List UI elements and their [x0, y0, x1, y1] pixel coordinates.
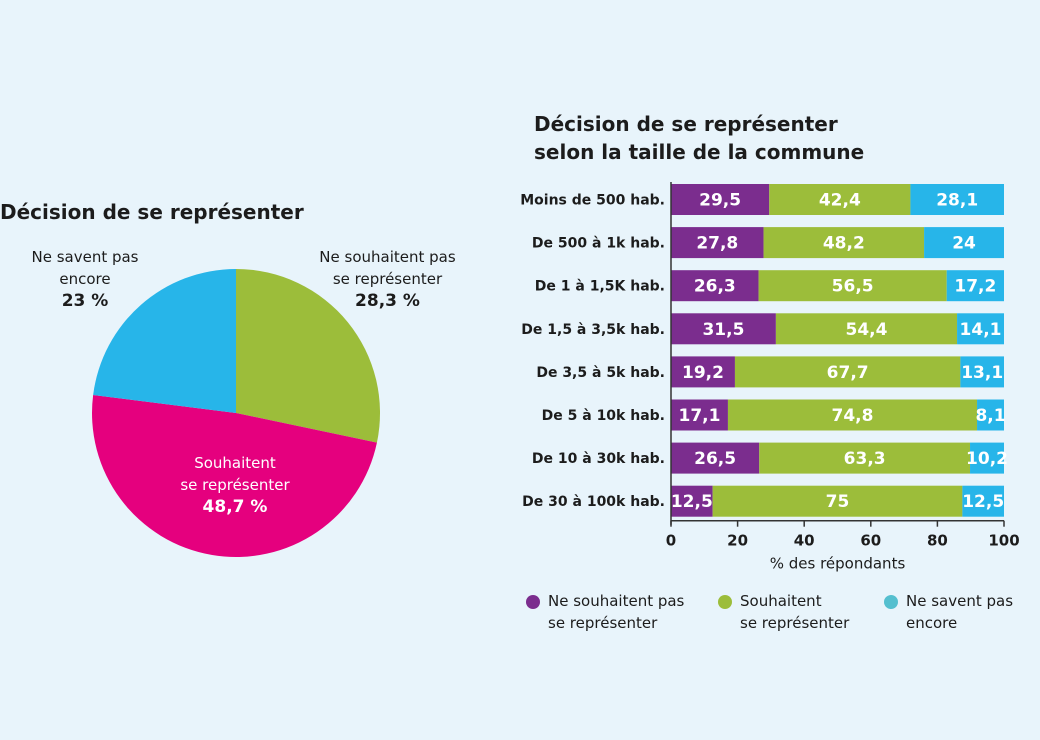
pie-slice-running: [92, 394, 377, 557]
bar-segment-unsure: [946, 270, 1004, 302]
bar-chart-title: Décision de se représenter selon la tail…: [534, 110, 864, 166]
legend-label-running-line-2: se représenter: [740, 614, 850, 632]
bar-segment-unsure: [977, 399, 1004, 431]
x-tick-label: 0: [666, 532, 676, 550]
data-label-running: 75: [826, 492, 850, 512]
bar-segment-not-running: [671, 442, 760, 474]
data-label-not-running: 31,5: [702, 320, 744, 340]
legend-label-unsure-line-1: Ne savent pas: [906, 592, 1014, 610]
bar-segment-running: [734, 356, 961, 388]
pie-label-unsure: Ne savent pas encore 23 %: [10, 246, 160, 312]
bar-segment-unsure: [970, 442, 1004, 474]
data-label-running: 63,3: [844, 449, 886, 469]
data-label-not-running: 17,1: [678, 406, 720, 426]
data-label-unsure: 14,1: [960, 320, 1002, 340]
category-label: De 30 à 100k hab.: [522, 494, 665, 510]
data-label-unsure: 28,1: [936, 191, 978, 211]
bar-segment-unsure: [924, 227, 1004, 259]
data-label-running: 56,5: [832, 277, 874, 297]
legend-label-unsure: Ne savent pas encore: [906, 590, 1040, 634]
bar-segment-running: [769, 184, 911, 215]
pie-slice-unsure: [93, 269, 236, 413]
x-tick-label: 80: [927, 532, 948, 550]
category-label: De 1 à 1,5K hab.: [535, 279, 665, 295]
legend-label-unsure-line-2: encore: [906, 614, 958, 632]
pie-label-running-percent: 48,7 %: [202, 497, 268, 517]
bar-segment-not-running: [671, 270, 759, 302]
pie-label-unsure-percent: 23 %: [61, 291, 109, 311]
bar-segment-running: [712, 485, 963, 517]
x-axis-title: % des répondants: [770, 555, 906, 573]
category-label: De 5 à 10k hab.: [542, 408, 665, 424]
data-label-unsure: 10,2: [966, 449, 1008, 469]
legend-label-not-running-line-1: Ne souhaitent pas: [548, 592, 685, 610]
bar-segment-running: [759, 442, 971, 474]
category-label: Moins de 500 hab.: [520, 193, 665, 209]
pie-chart-title: Décision de se représenter: [0, 200, 304, 224]
data-label-not-running: 12,5: [671, 492, 713, 512]
bar-segment-not-running: [671, 485, 713, 517]
pie-label-unsure-line-1: Ne savent pas: [31, 248, 139, 266]
x-tick-label: 20: [727, 532, 748, 550]
data-label-running: 42,4: [819, 191, 861, 211]
bar-segment-not-running: [671, 313, 776, 345]
pie-slice-not-running: [236, 269, 381, 443]
data-label-running: 74,8: [832, 406, 874, 426]
x-tick-label: 40: [794, 532, 815, 550]
bar-segment-running: [758, 270, 947, 302]
pie-label-running-line-1: Souhaitent: [194, 454, 276, 472]
data-label-unsure: 17,2: [954, 277, 996, 297]
category-label: De 500 à 1k hab.: [532, 236, 665, 252]
bar-segment-not-running: [671, 227, 764, 259]
bar-segment-running: [775, 313, 958, 345]
x-tick-label: 100: [988, 532, 1019, 550]
bar-segment-not-running: [671, 399, 728, 431]
legend-label-not-running: Ne souhaitent pas se représenter: [548, 590, 708, 634]
data-label-running: 67,7: [827, 363, 869, 383]
bar-chart-title-line-2: selon la taille de la commune: [534, 140, 865, 164]
pie-label-not-running-line-2: se représenter: [332, 270, 443, 288]
bar-chart-title-line-1: Décision de se représenter: [534, 112, 838, 136]
pie-label-not-running: Ne souhaitent pas se représenter 28,3 %: [300, 246, 475, 312]
pie-label-unsure-line-2: encore: [59, 270, 111, 288]
bar-segment-running: [763, 227, 925, 259]
legend-label-not-running-line-2: se représenter: [548, 614, 658, 632]
category-label: De 10 à 30k hab.: [532, 451, 665, 467]
data-label-unsure: 13,1: [961, 363, 1003, 383]
data-label-unsure: 12,5: [962, 492, 1004, 512]
data-label-not-running: 26,5: [694, 449, 736, 469]
legend-label-running-line-1: Souhaitent: [740, 592, 822, 610]
bar-segment-not-running: [671, 356, 735, 388]
category-label: De 3,5 à 5k hab.: [536, 365, 665, 381]
legend-swatch-not-running: [526, 595, 540, 609]
pie-label-not-running-line-1: Ne souhaitent pas: [319, 248, 456, 266]
category-label: De 1,5 à 3,5k hab.: [521, 322, 665, 338]
bar-segment-unsure: [960, 356, 1004, 388]
legend-label-running: Souhaitent se représenter: [740, 590, 900, 634]
data-label-unsure: 8,1: [975, 406, 1005, 426]
bar-segment-not-running: [671, 184, 770, 215]
data-label-running: 48,2: [823, 234, 865, 254]
data-label-running: 54,4: [845, 320, 887, 340]
pie-label-running: Souhaitent se représenter 48,7 %: [150, 452, 320, 518]
x-tick-label: 60: [860, 532, 881, 550]
pie-label-running-line-2: se représenter: [180, 476, 290, 494]
bar-segment-unsure: [962, 485, 1005, 517]
bar-segment-unsure: [957, 313, 1004, 345]
legend-swatch-running: [718, 595, 732, 609]
pie-label-not-running-percent: 28,3 %: [355, 291, 420, 311]
data-label-not-running: 26,3: [694, 277, 736, 297]
data-label-not-running: 19,2: [682, 363, 724, 383]
bar-segment-unsure: [910, 184, 1004, 215]
bar-segment-running: [727, 399, 978, 431]
data-label-not-running: 29,5: [699, 191, 741, 211]
data-label-unsure: 24: [952, 234, 976, 254]
legend-swatch-unsure: [884, 595, 898, 609]
data-label-not-running: 27,8: [696, 234, 738, 254]
